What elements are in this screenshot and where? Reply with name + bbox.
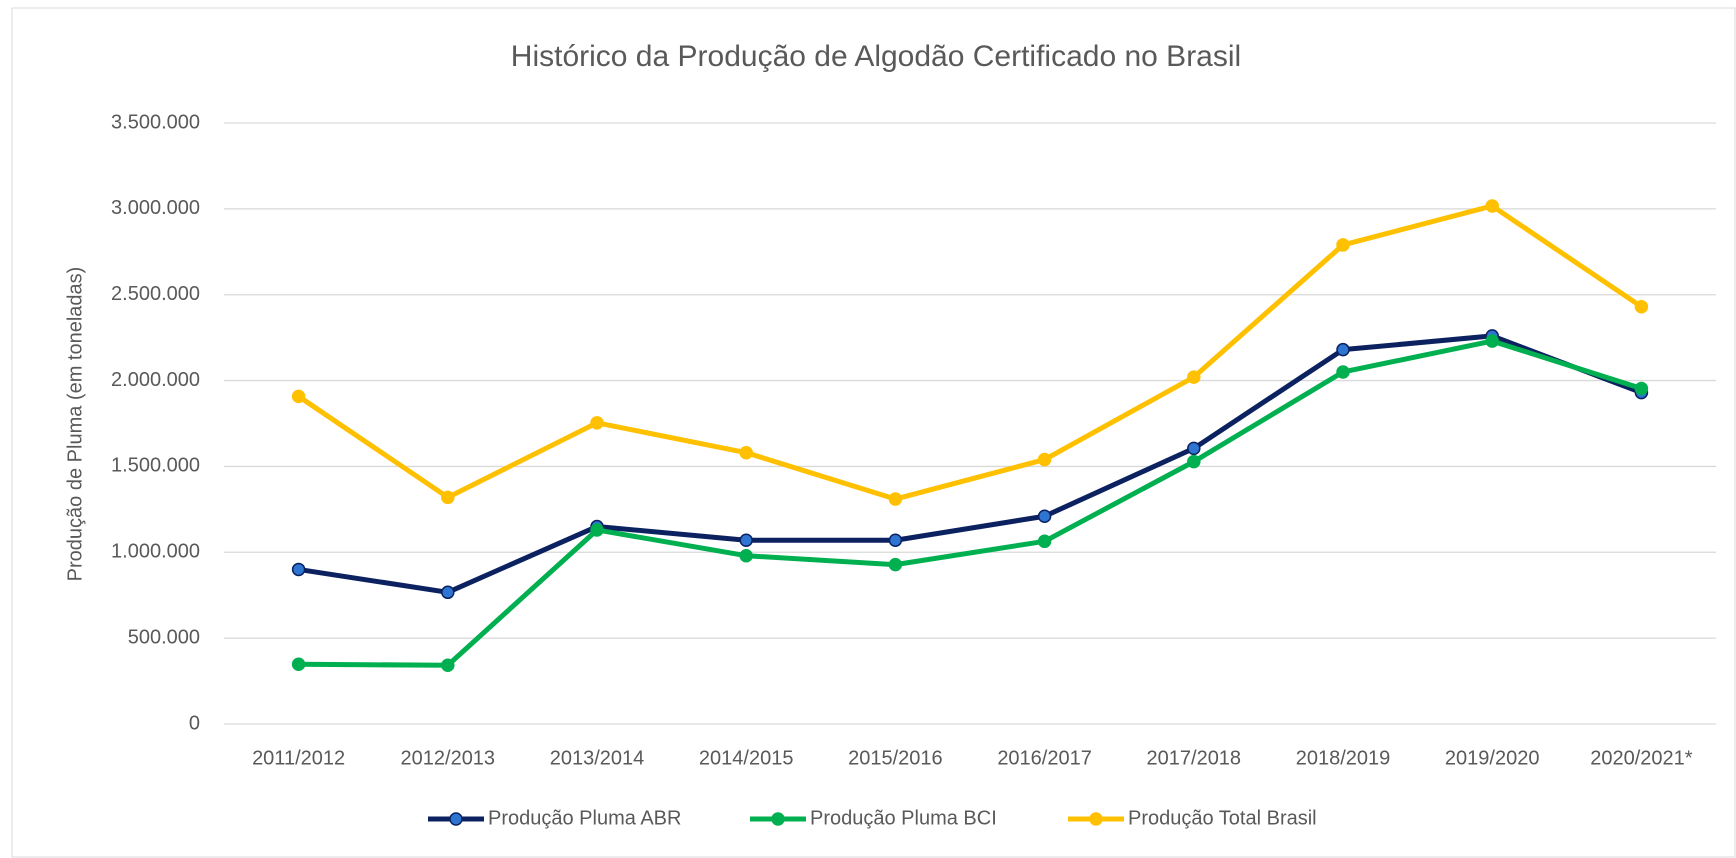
y-tick-label: 3.000.000	[111, 197, 200, 219]
y-tick-label: 3.500.000	[111, 111, 200, 133]
y-tick-label: 2.500.000	[111, 283, 200, 305]
x-tick-label: 2019/2020	[1445, 747, 1540, 769]
data-point	[441, 585, 455, 600]
x-tick-label: 2012/2013	[401, 747, 496, 769]
x-tick-label: 2015/2016	[848, 747, 943, 769]
series-line	[298, 333, 1643, 595]
data-point	[1336, 365, 1350, 379]
x-tick-label: 2017/2018	[1147, 747, 1242, 769]
data-point	[1336, 342, 1350, 357]
data-point	[590, 523, 604, 537]
data-point	[888, 533, 903, 548]
data-point	[888, 557, 903, 572]
y-tick-label: 0	[189, 712, 200, 734]
data-point	[1634, 299, 1649, 314]
data-point	[291, 657, 306, 671]
data-point	[1336, 238, 1350, 252]
x-tick-label: 2011/2012	[252, 747, 345, 769]
y-tick-label: 500.000	[128, 626, 200, 648]
x-tick-label: 2020/2021*	[1590, 747, 1693, 769]
legend-label: Produção Total Brasil	[1128, 807, 1317, 829]
y-tick-label: 1.000.000	[111, 541, 200, 563]
data-point	[1485, 199, 1499, 213]
data-point	[1187, 441, 1201, 456]
data-point	[739, 533, 753, 548]
chart-frame	[11, 7, 1736, 858]
y-axis-label: Produção de Pluma (em toneladas)	[64, 267, 86, 582]
data-point	[441, 490, 455, 505]
data-point	[1187, 454, 1201, 469]
data-point	[739, 445, 753, 460]
data-point	[1037, 509, 1052, 523]
data-point	[291, 562, 306, 577]
data-point	[1634, 381, 1649, 396]
y-tick-label: 2.000.000	[111, 369, 200, 391]
data-point	[291, 389, 306, 404]
data-point	[590, 416, 604, 430]
series-line	[297, 203, 1643, 502]
legend-marker	[1089, 812, 1103, 826]
legend-marker	[771, 812, 785, 826]
x-tick-label: 2013/2014	[550, 747, 645, 769]
legend-label: Produção Pluma BCI	[810, 807, 997, 829]
chart-title: Histórico da Produção de Algodão Certifi…	[511, 40, 1241, 73]
data-point	[1485, 334, 1499, 348]
x-tick-label: 2018/2019	[1296, 747, 1391, 769]
x-tick-label: 2014/2015	[699, 747, 794, 769]
x-tick-label: 2016/2017	[997, 747, 1092, 769]
y-tick-label: 1.500.000	[111, 455, 200, 477]
data-point	[888, 492, 903, 506]
series-line	[298, 338, 1643, 668]
data-point	[1037, 534, 1052, 549]
legend-marker	[449, 812, 463, 826]
legend-label: Produção Pluma ABR	[488, 807, 681, 829]
data-point	[1187, 370, 1201, 384]
data-point	[441, 658, 455, 673]
data-point	[739, 548, 753, 563]
data-point	[1037, 452, 1052, 467]
